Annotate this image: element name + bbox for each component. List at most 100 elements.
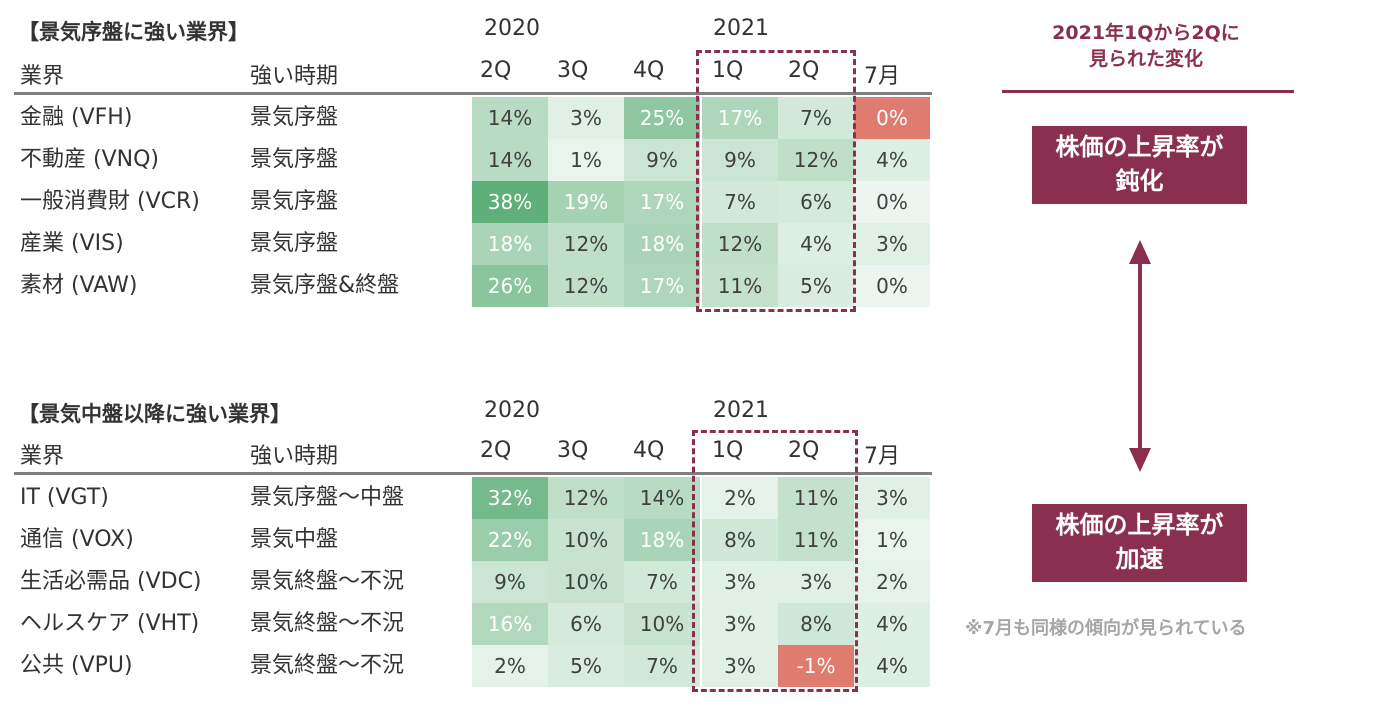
footnote: ※7月も同様の傾向が見られている	[965, 618, 1247, 639]
heatmap-cell: 11%	[702, 265, 778, 307]
heatmap-cell: 1%	[548, 139, 624, 181]
heatmap-cell: 12%	[778, 139, 854, 181]
row-sector-label: 一般消費財 (VCR)	[20, 189, 200, 214]
row-period-label: 景気中盤	[250, 527, 339, 552]
header-rule	[14, 472, 932, 475]
heatmap-cell: 17%	[624, 265, 700, 307]
heatmap-cell: 3%	[702, 561, 778, 603]
row-sector-label: IT (VGT)	[20, 485, 109, 510]
row-period-label: 景気終盤〜不況	[250, 569, 405, 594]
heatmap-cell: 0%	[854, 97, 930, 139]
heatmap-cell: 3%	[702, 603, 778, 645]
heatmap-cell: 0%	[854, 181, 930, 223]
table-title: 【景気序盤に強い業界】	[18, 20, 249, 44]
change-title-line1: 2021年1Qから2Qに	[1052, 22, 1240, 44]
callout-acceleration-line2: 加速	[1115, 545, 1164, 573]
heatmap-cell: 9%	[624, 139, 700, 181]
column-header-period: 強い時期	[250, 64, 339, 89]
heatmap-cell: 14%	[472, 97, 548, 139]
heatmap-cell: 2%	[854, 561, 930, 603]
heatmap-cell: 18%	[624, 519, 700, 561]
column-header-july: 7月	[864, 444, 900, 469]
heatmap-cell: 3%	[854, 223, 930, 265]
heatmap-cell: 6%	[778, 181, 854, 223]
row-period-label: 景気序盤&終盤	[250, 273, 400, 298]
heatmap-cell: 2%	[702, 477, 778, 519]
row-sector-label: 産業 (VIS)	[20, 231, 124, 256]
double-arrow-icon	[1129, 240, 1151, 472]
row-period-label: 景気序盤	[250, 147, 339, 172]
highlight-box	[696, 50, 856, 312]
row-sector-label: 不動産 (VNQ)	[20, 147, 159, 172]
column-header-2020-4q: 4Q	[633, 438, 665, 463]
year-label-2021: 2021	[713, 398, 769, 423]
heatmap-cell: 5%	[548, 645, 624, 687]
heatmap-cell: 8%	[702, 519, 778, 561]
heatmap-cell: 12%	[702, 223, 778, 265]
heatmap-cell: -1%	[778, 645, 854, 687]
heatmap-cell: 32%	[472, 477, 548, 519]
heatmap-cell: 17%	[702, 97, 778, 139]
heatmap-cell: 6%	[548, 603, 624, 645]
heatmap-cell: 5%	[778, 265, 854, 307]
column-header-2020-3q: 3Q	[557, 58, 589, 83]
heatmap-cell: 9%	[702, 139, 778, 181]
heatmap-cell: 10%	[624, 603, 700, 645]
column-header-sector: 業界	[20, 64, 65, 89]
row-period-label: 景気序盤〜中盤	[250, 485, 405, 510]
column-header-sector: 業界	[20, 444, 65, 469]
column-header-2021-2q: 2Q	[788, 438, 820, 463]
heatmap-cell: 19%	[548, 181, 624, 223]
column-header-2020-3q: 3Q	[557, 438, 589, 463]
heatmap-cell: 3%	[854, 477, 930, 519]
column-header-july: 7月	[864, 64, 900, 89]
heatmap-cell: 22%	[472, 519, 548, 561]
heatmap-cell: 25%	[624, 97, 700, 139]
heatmap-cell: 4%	[854, 603, 930, 645]
heatmap-cell: 10%	[548, 561, 624, 603]
year-label-2020: 2020	[484, 16, 540, 41]
heatmap-cell: 7%	[778, 97, 854, 139]
highlight-box	[692, 430, 858, 692]
row-period-label: 景気終盤〜不況	[250, 611, 405, 636]
heatmap-cell: 18%	[472, 223, 548, 265]
table-early-cycle: 【景気序盤に強い業界】 2020 2021 業界 強い時期 2Q 3Q 4Q 1…	[0, 0, 960, 320]
heatmap-cell: 2%	[472, 645, 548, 687]
heatmap-cell: 17%	[624, 181, 700, 223]
row-period-label: 景気序盤	[250, 105, 339, 130]
column-header-2020-4q: 4Q	[633, 58, 665, 83]
heatmap-cell: 9%	[472, 561, 548, 603]
heatmap-cell: 12%	[548, 223, 624, 265]
callout-slowdown: 株価の上昇率が 鈍化	[1032, 126, 1247, 204]
row-sector-label: 生活必需品 (VDC)	[20, 569, 202, 594]
row-sector-label: 素材 (VAW)	[20, 273, 138, 298]
change-title-line2: 見られた変化	[1088, 48, 1203, 70]
heatmap-cell: 14%	[624, 477, 700, 519]
heatmap-cell: 4%	[778, 223, 854, 265]
heatmap-cell: 11%	[778, 477, 854, 519]
heatmap-cell: 7%	[624, 561, 700, 603]
heatmap-cell: 18%	[624, 223, 700, 265]
heatmap-cell: 8%	[778, 603, 854, 645]
heatmap-cell: 0%	[854, 265, 930, 307]
row-period-label: 景気序盤	[250, 189, 339, 214]
heatmap-cell: 1%	[854, 519, 930, 561]
column-header-period: 強い時期	[250, 444, 339, 469]
change-title: 2021年1Qから2Qに 見られた変化	[1000, 20, 1292, 72]
column-header-2020-2q: 2Q	[480, 438, 512, 463]
year-label-2020: 2020	[484, 398, 540, 423]
callout-slowdown-line2: 鈍化	[1115, 167, 1164, 195]
table-mid-cycle: 【景気中盤以降に強い業界】 2020 2021 業界 強い時期 2Q 3Q 4Q…	[14, 398, 932, 692]
row-sector-label: 通信 (VOX)	[20, 527, 134, 552]
heatmap-cell: 38%	[472, 181, 548, 223]
heatmap-cell: 3%	[778, 561, 854, 603]
row-period-label: 景気終盤〜不況	[250, 653, 405, 678]
heatmap-cell: 12%	[548, 265, 624, 307]
row-period-label: 景気序盤	[250, 231, 339, 256]
year-label-2021: 2021	[713, 16, 769, 41]
heatmap-cell: 4%	[854, 645, 930, 687]
heatmap-cell: 7%	[702, 181, 778, 223]
change-title-rule	[1002, 90, 1294, 93]
column-header-2020-2q: 2Q	[480, 58, 512, 83]
row-sector-label: 金融 (VFH)	[20, 105, 133, 130]
